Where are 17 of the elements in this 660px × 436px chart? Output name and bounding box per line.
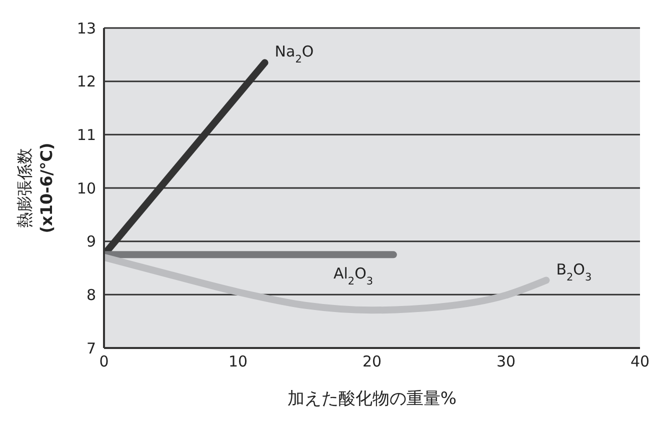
x-tick-label: 0 <box>99 352 109 371</box>
x-tick-label: 20 <box>362 352 382 371</box>
series-label: Na$_{2}$O <box>274 42 314 66</box>
y-tick-label: 9 <box>86 232 96 251</box>
y-tick-label: 10 <box>76 179 96 198</box>
x-tick-label: 40 <box>630 352 650 371</box>
x-tick-label: 30 <box>496 352 516 371</box>
x-tick-label: 10 <box>228 352 248 371</box>
y-tick-label: 7 <box>86 339 96 358</box>
y-tick-label: 12 <box>76 72 96 91</box>
y-tick-label: 13 <box>76 19 96 38</box>
series-label: Al$_{2}$O$_{3}$ <box>333 264 374 288</box>
y-axis-title: 熱膨張係数 (x10-6/°C) <box>15 142 56 234</box>
y-tick-label: 8 <box>86 286 96 304</box>
series-label: B$_{2}$O$_{3}$ <box>556 260 592 284</box>
y-tick-label: 11 <box>76 126 96 144</box>
x-axis-title: 加えた酸化物の重量% <box>287 389 457 410</box>
